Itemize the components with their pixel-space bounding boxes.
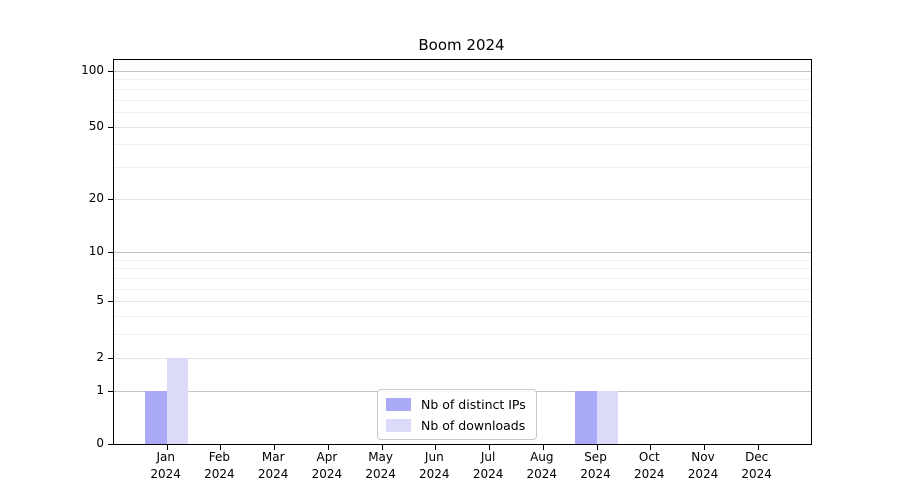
y-tick-mark-50: [108, 126, 113, 128]
gridline-y-6: [114, 288, 811, 290]
y-tick-mark-5: [108, 301, 113, 303]
y-tick-label-0: 0: [96, 436, 104, 450]
x-tick-mark-apr-2024: [327, 445, 329, 450]
gridline-y-4: [114, 316, 811, 318]
x-tick-mark-jan-2024: [166, 445, 168, 450]
gridline-y-8: [114, 268, 811, 270]
y-tick-label-20: 20: [88, 191, 104, 205]
legend-row-0: Nb of distinct IPs: [386, 395, 526, 413]
x-tick-mark-dec-2024: [757, 445, 759, 450]
legend-label-1: Nb of downloads: [421, 417, 526, 433]
x-tick-label-jun-2024: Jun 2024: [419, 450, 450, 481]
y-tick-mark-2: [108, 357, 113, 359]
x-tick-label-jan-2024: Jan 2024: [150, 450, 181, 481]
gridline-y-30: [114, 167, 811, 169]
gridline-y-100: [114, 70, 811, 72]
x-tick-mark-mar-2024: [274, 445, 276, 450]
x-tick-mark-jul-2024: [489, 445, 491, 450]
legend-swatch-1: [386, 418, 411, 432]
y-tick-mark-10: [108, 251, 113, 253]
y-tick-label-5: 5: [96, 293, 104, 308]
x-tick-label-feb-2024: Feb 2024: [204, 450, 235, 481]
bar-distinct-ips-jan-2024: [145, 390, 167, 444]
gridline-y-20: [114, 199, 811, 200]
y-tick-label-1: 1: [96, 382, 104, 397]
x-tick-mark-nov-2024: [704, 445, 705, 450]
y-tick-label-2: 2: [96, 349, 104, 364]
x-tick-mark-may-2024: [381, 445, 383, 450]
bar-downloads-sep-2024: [596, 390, 618, 444]
y-tick-mark-100: [108, 70, 113, 72]
x-tick-mark-aug-2024: [542, 445, 544, 450]
gridline-y-90: [114, 79, 811, 81]
y-tick-label-50: 50: [88, 118, 104, 133]
y-tick-label-10: 10: [88, 243, 104, 258]
x-tick-label-jul-2024: Jul 2024: [472, 450, 504, 481]
x-tick-label-dec-2024: Dec 2024: [741, 450, 772, 481]
gridline-y-9: [114, 259, 811, 261]
gridline-y-60: [114, 111, 811, 113]
x-tick-mark-oct-2024: [650, 445, 652, 450]
x-tick-label-oct-2024: Oct 2024: [634, 450, 665, 481]
plot-area: [108, 59, 812, 450]
chart-title: Boom 2024: [418, 36, 505, 54]
bar-downloads-jan-2024: [166, 357, 189, 444]
y-tick-mark-0: [108, 444, 113, 445]
gridline-y-70: [114, 99, 811, 101]
y-tick-mark-20: [108, 199, 113, 200]
gridline-y-80: [114, 88, 811, 90]
legend-swatch-0: [386, 397, 411, 411]
gridline-y-5: [114, 301, 811, 303]
x-tick-label-apr-2024: Apr 2024: [311, 450, 343, 481]
gridline-y-7: [114, 277, 811, 279]
legend: Nb of distinct IPs Nb of downloads: [377, 389, 537, 440]
x-tick-mark-feb-2024: [220, 445, 222, 450]
gridline-y-40: [114, 144, 811, 146]
x-tick-label-aug-2024: Aug 2024: [526, 450, 558, 481]
x-tick-label-mar-2024: Mar 2024: [257, 450, 289, 481]
x-tick-label-sep-2024: Sep 2024: [580, 450, 611, 481]
x-tick-mark-jun-2024: [435, 445, 437, 450]
x-tick-label-nov-2024: Nov 2024: [687, 450, 719, 481]
x-tick-label-may-2024: May 2024: [365, 450, 396, 481]
gridline-y-50: [114, 126, 811, 128]
y-tick-label-100: 100: [81, 62, 104, 77]
gridline-y-2: [114, 357, 811, 359]
bar-distinct-ips-sep-2024: [575, 390, 597, 444]
gridline-y-3: [114, 334, 811, 336]
legend-row-1: Nb of downloads: [386, 416, 526, 434]
gridline-y-10: [114, 251, 811, 253]
x-tick-mark-sep-2024: [596, 445, 598, 450]
legend-label-0: Nb of distinct IPs: [421, 396, 526, 412]
y-tick-mark-1: [108, 390, 113, 392]
